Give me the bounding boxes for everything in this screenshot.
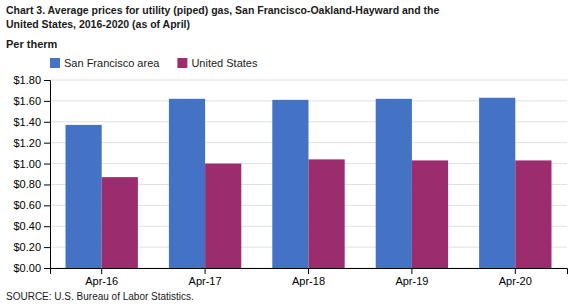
legend-label: United States [191, 57, 258, 69]
legend-label: San Francisco area [64, 57, 160, 69]
x-axis: Apr-16 Apr-17 Apr-18 Apr-19 Apr-20 [51, 268, 568, 287]
x-tick-label: Apr-20 [499, 275, 532, 287]
y-tick-label: $0.80 [13, 178, 41, 190]
grid [50, 80, 567, 268]
source: SOURCE: U.S. Bureau of Labor Statistics. [6, 291, 194, 302]
y-tick: $1.40 [13, 116, 50, 128]
x-tick-label: Apr-19 [395, 275, 428, 287]
y-tick-mark [44, 205, 50, 206]
y-tick-label: $1.20 [13, 137, 41, 149]
y-tick: $1.00 [13, 158, 50, 170]
bar [102, 177, 138, 268]
y-axis-label: Per therm [6, 38, 58, 50]
y-tick-mark [44, 226, 50, 227]
legend-swatch [177, 58, 187, 68]
x-tick-mark [101, 268, 102, 274]
y-tick-label: $1.00 [13, 158, 41, 170]
y-tick-label: $1.40 [13, 116, 41, 128]
bar [309, 159, 345, 268]
x-tick-mark [411, 268, 412, 274]
bar [376, 99, 412, 268]
y-tick-mark [44, 122, 50, 123]
y-tick-label: $0.00 [13, 262, 41, 274]
x-tick-label: Apr-17 [189, 275, 222, 287]
x-tick: Apr-16 [85, 268, 118, 287]
bar [412, 160, 448, 268]
y-tick: $0.60 [13, 199, 50, 211]
legend: San Francisco area United States [50, 57, 258, 69]
y-tick-label: $0.60 [13, 199, 41, 211]
bar-series [102, 159, 552, 268]
y-tick-label: $1.80 [13, 74, 41, 86]
bar [515, 160, 551, 268]
y-tick: $1.20 [13, 137, 50, 149]
x-tick-mark [515, 268, 516, 274]
y-tick-mark [44, 184, 50, 185]
bar [479, 98, 515, 268]
y-tick: $1.60 [13, 95, 50, 107]
y-tick-mark [44, 164, 50, 165]
y-tick-mark [44, 143, 50, 144]
bar [272, 100, 308, 268]
bar [169, 99, 205, 268]
chart: Chart 3. Average prices for utility (pip… [0, 0, 579, 306]
grid-line [50, 80, 567, 81]
y-tick-label: $0.40 [13, 220, 41, 232]
y-tick-mark [44, 101, 50, 102]
x-tick-mark [308, 268, 309, 274]
bar [205, 164, 241, 268]
y-tick: $1.80 [13, 74, 50, 86]
x-tick-mark [205, 268, 206, 274]
title-line: Chart 3. Average prices for utility (pip… [6, 4, 439, 16]
x-tick-label: Apr-16 [85, 275, 118, 287]
y-tick-mark [44, 247, 50, 248]
bar-series [66, 98, 516, 268]
legend-swatch [50, 58, 60, 68]
title: Chart 3. Average prices for utility (pip… [6, 4, 439, 30]
y-tick-label: $1.60 [13, 95, 41, 107]
y-tick: $0.00 [13, 262, 50, 274]
y-tick-mark [44, 80, 50, 81]
y-tick-label: $0.20 [13, 241, 41, 253]
y-axis: $0.00 $0.20 $0.40 $0.60 $0.80 $1.00 $1.20 $1.40… [13, 74, 50, 274]
bar [66, 125, 102, 268]
x-axis-line [51, 269, 568, 275]
x-tick-label: Apr-18 [292, 275, 325, 287]
x-tick: Apr-19 [395, 268, 428, 287]
legend-item: San Francisco area [50, 57, 160, 69]
x-tick: Apr-17 [189, 268, 222, 287]
legend-item: United States [177, 57, 258, 69]
plot-area [66, 98, 552, 268]
y-tick: $0.20 [13, 241, 50, 253]
y-tick-mark [44, 268, 50, 269]
y-tick: $0.80 [13, 178, 50, 190]
y-tick: $0.40 [13, 220, 50, 232]
title-line: United States, 2016-2020 (as of April) [6, 18, 190, 30]
y-axis-line [44, 81, 51, 269]
x-tick: Apr-20 [499, 268, 532, 287]
x-tick: Apr-18 [292, 268, 325, 287]
